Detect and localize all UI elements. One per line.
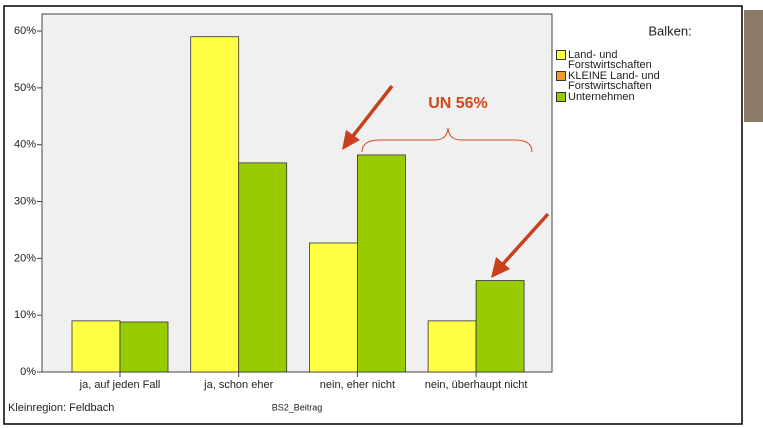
y-tick-label: 20% <box>14 252 36 264</box>
legend-label: Land- und Forstwirtschaften <box>568 49 652 71</box>
x-tick-label: nein, eher nicht <box>320 379 395 391</box>
x-tick-label: ja, schon eher <box>203 379 273 391</box>
annotation: UN 56% <box>428 95 488 112</box>
legend-label: KLEINE Land- und Forstwirtschaften <box>568 70 660 92</box>
y-tick-label: 0% <box>20 366 36 378</box>
bar <box>71 320 121 373</box>
bar <box>427 320 477 373</box>
legend-title: Balken: <box>648 23 691 38</box>
arrows <box>342 84 550 278</box>
bar <box>238 162 288 373</box>
x-axis-label: BS2_Beitrag <box>272 402 323 412</box>
plot-area <box>41 13 553 373</box>
x-tick-label: ja, auf jeden Fall <box>79 379 161 391</box>
y-tick-label: 30% <box>14 195 36 207</box>
bar <box>190 36 240 373</box>
y-tick-label: 50% <box>14 82 36 94</box>
bar <box>308 242 358 373</box>
legend-item: Land- und Forstwirtschaften <box>556 49 706 71</box>
legend-item: Unternehmen <box>556 91 706 103</box>
side-image <box>744 10 763 122</box>
legend-swatch <box>556 50 566 60</box>
y-tick-label: 10% <box>14 309 36 321</box>
legend-swatch <box>556 71 566 81</box>
legend: Land- und Forstwirtschaften KLEINE Land- … <box>556 50 706 103</box>
bar <box>119 321 169 373</box>
brace <box>361 127 533 153</box>
legend-item: KLEINE Land- und Forstwirtschaften <box>556 70 706 92</box>
footnote: Kleinregion: Feldbach <box>8 402 114 414</box>
x-tick-label: nein, überhaupt nicht <box>425 379 528 391</box>
y-tick-label: 60% <box>14 25 36 37</box>
bar <box>356 154 406 373</box>
y-tick-label: 40% <box>14 139 36 151</box>
legend-swatch <box>556 92 566 102</box>
bar <box>475 280 525 373</box>
legend-label: Unternehmen <box>568 91 635 103</box>
